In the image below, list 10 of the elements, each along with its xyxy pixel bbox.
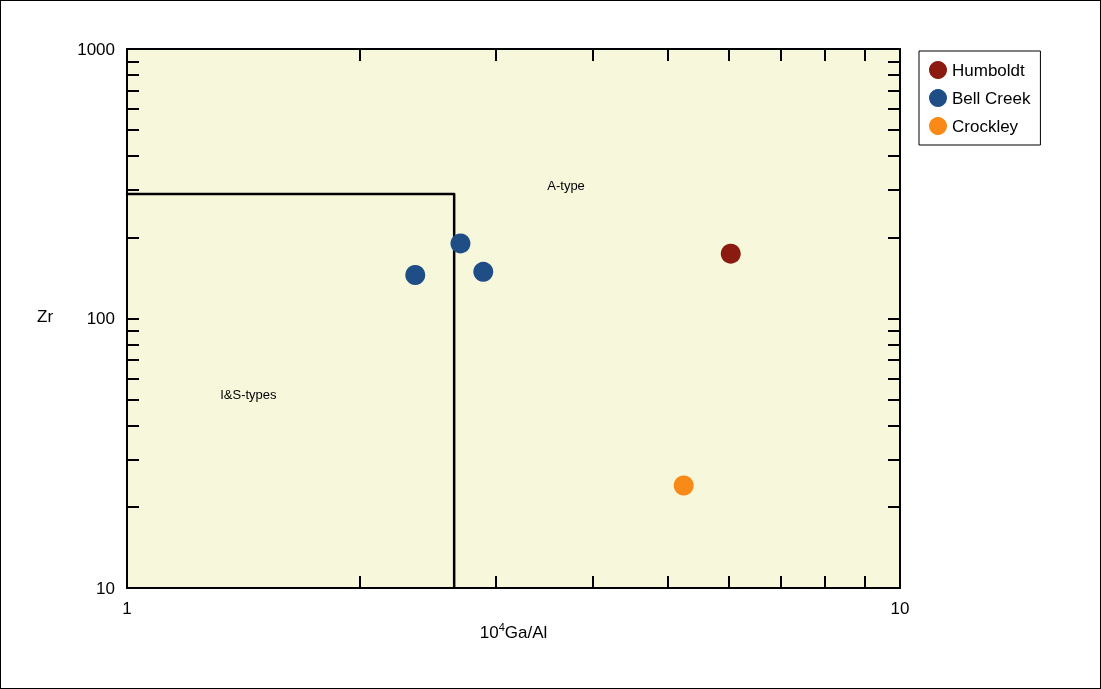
legend-label: Crockley [952, 116, 1019, 136]
y-tick-label: 10 [96, 578, 115, 598]
annotation: A-type [547, 177, 585, 193]
annotation: I&S-types [220, 387, 278, 402]
legend-label: Humboldt [952, 60, 1026, 80]
y-tick-label: 100 [86, 309, 115, 328]
legend-label: Bell Creek [952, 88, 1031, 108]
x-tick-label: 1 [122, 599, 132, 618]
y-tick-label: 1000 [77, 39, 115, 59]
y-axis-title: Zr [37, 306, 54, 326]
